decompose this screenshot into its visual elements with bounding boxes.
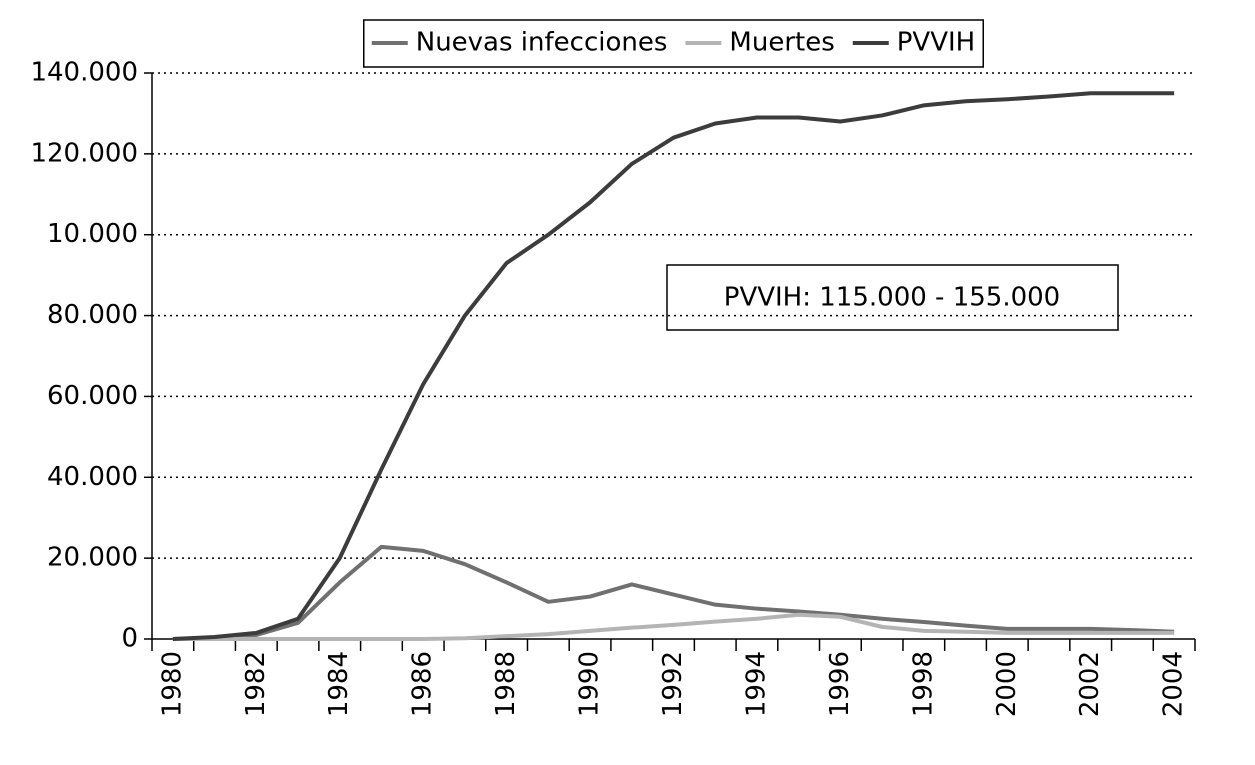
y-tick-label: 0	[121, 624, 138, 654]
series-line	[172, 612, 1175, 641]
x-tick-label: 1992	[658, 651, 688, 717]
x-tick-label: 2004	[1159, 651, 1189, 717]
legend-label: Nuevas infecciones	[416, 28, 668, 58]
x-tick-label: 1984	[324, 651, 354, 717]
y-tick-label: 60.000	[47, 381, 138, 411]
legend-label: PVVIH	[897, 28, 975, 58]
x-tick-label: 1982	[241, 651, 271, 717]
x-tick-label: 1998	[908, 651, 938, 717]
legend-label: Muertes	[729, 28, 834, 58]
series-line	[172, 91, 1175, 641]
annotation-box	[666, 264, 1119, 331]
y-tick-label: 140.000	[30, 58, 138, 88]
y-tick-label: 20.000	[47, 543, 138, 573]
x-tick-label: 1980	[157, 651, 187, 717]
y-tick-label: 10.000	[47, 219, 138, 249]
series-line	[172, 544, 1175, 641]
y-tick-label: 80.000	[47, 300, 138, 330]
x-tick-label: 2000	[992, 651, 1022, 717]
y-tick-label: 40.000	[47, 462, 138, 492]
x-tick-label: 1990	[575, 651, 605, 717]
x-tick-label: 1996	[825, 651, 855, 717]
x-tick-label: 1986	[408, 651, 438, 717]
annotation: PVVIH: 115.000 - 155.000	[724, 283, 1060, 313]
y-tick-label: 120.000	[30, 138, 138, 168]
x-tick-label: 1994	[741, 651, 771, 717]
x-tick-label: 1988	[491, 651, 521, 717]
legend: Nuevas infecciones Muertes PVVIH	[363, 19, 984, 68]
x-tick-label: 2002	[1075, 651, 1105, 717]
